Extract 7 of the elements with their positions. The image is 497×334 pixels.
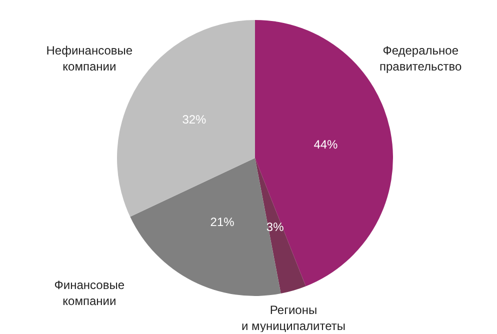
data-label: 44%	[314, 138, 338, 152]
slice-label: Нефинансовые компании	[46, 44, 133, 74]
data-label: 3%	[266, 220, 284, 234]
data-label: 21%	[210, 215, 235, 230]
slice-label: Финансовые компании	[54, 278, 125, 308]
slice-label: Федеральное правительство	[379, 44, 462, 74]
data-label: 32%	[182, 112, 207, 126]
